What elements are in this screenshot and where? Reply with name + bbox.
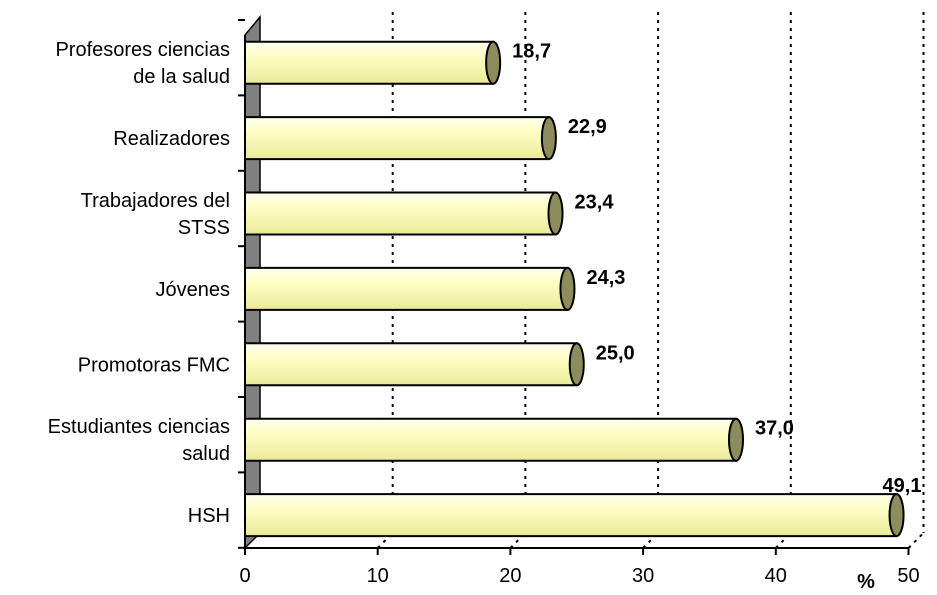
category-label-line: STSS: [178, 217, 230, 239]
category-label: Estudiantes ciencias salud: [48, 416, 230, 465]
category-label-line: Estudiantes ciencias: [48, 416, 230, 438]
labels: 0 10 20 30 40 50% 18,7 Profesores ciencias de la…: [48, 39, 922, 593]
data-label: 24,3: [586, 267, 625, 289]
bar-body: [244, 342, 578, 387]
bar-body: [244, 116, 550, 161]
bar-body: [244, 191, 557, 236]
bar-body: [244, 266, 569, 311]
category-label: Promotoras FMC: [78, 354, 230, 376]
bar: [244, 266, 576, 311]
x-tick-label: 50: [897, 565, 919, 587]
bar-cap: [559, 266, 576, 311]
bar-cap: [727, 417, 744, 462]
gridline-floor: [907, 532, 925, 549]
bar: [244, 40, 502, 85]
bar: [244, 342, 585, 387]
bar: [244, 417, 744, 462]
category-label-line: Trabajadores del: [81, 190, 230, 212]
data-label: 37,0: [755, 418, 794, 440]
x-unit-label: %: [857, 571, 875, 593]
x-tick-label: 20: [499, 565, 521, 587]
data-label: 18,7: [512, 41, 551, 63]
data-label: 25,0: [596, 342, 635, 364]
x-tick-label: 40: [765, 565, 787, 587]
category-label-line: HSH: [188, 505, 230, 527]
bar-cap: [547, 191, 564, 236]
bar-body: [244, 493, 898, 538]
category-label: Realizadores: [113, 128, 230, 150]
x-tick-label: 0: [239, 565, 250, 587]
category-label-line: Realizadores: [113, 128, 230, 150]
bar-cap: [485, 40, 502, 85]
bar: [244, 191, 564, 236]
bar-cap: [568, 342, 585, 387]
category-label-line: Profesores ciencias: [55, 39, 230, 61]
data-label: 49,1: [883, 475, 922, 497]
category-label-line: Jóvenes: [156, 279, 231, 301]
category-label: Jóvenes: [156, 279, 231, 301]
bar: [244, 493, 905, 538]
bar-cap: [540, 116, 557, 161]
bars: [244, 40, 905, 538]
bar-body: [244, 40, 495, 85]
category-label-line: de la salud: [133, 66, 230, 88]
category-label-line: salud: [182, 443, 230, 465]
category-label: HSH: [188, 505, 230, 527]
x-tick-label: 30: [632, 565, 654, 587]
category-label: Profesores ciencias de la salud: [55, 39, 230, 88]
x-tick-label: 10: [367, 565, 389, 587]
data-label: 23,4: [575, 192, 615, 214]
category-label-line: Promotoras FMC: [78, 354, 230, 376]
category-label: Trabajadores del STSS: [81, 190, 230, 239]
bar-body: [244, 417, 737, 462]
data-label: 22,9: [568, 116, 607, 138]
bar-cap: [888, 493, 905, 538]
bar: [244, 116, 557, 161]
